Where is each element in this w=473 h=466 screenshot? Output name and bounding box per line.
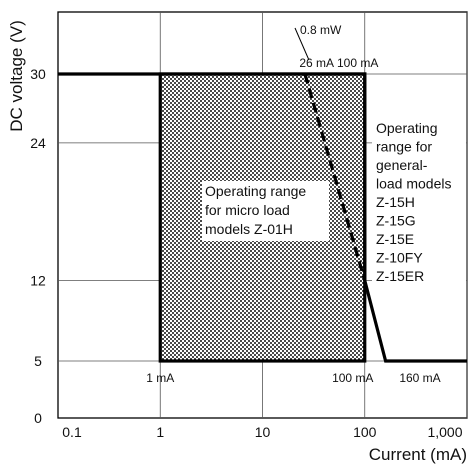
lines-layer [58,27,467,363]
general-load-label-line: Z-15ER [376,268,424,284]
y-tick-label: 5 [34,353,42,369]
micro-load-label-line: models Z-01H [205,221,293,237]
general-label-bg [372,118,466,288]
y-tick-label: 24 [30,135,46,151]
x-tick-label: 1 [156,424,164,440]
general-load-label-line: range for [376,139,432,155]
x-axis-label: Current (mA) [369,445,467,464]
micro-load-label-line: for micro load [205,202,290,218]
micro-load-label-line: Operating range [205,183,306,199]
annotation-100ma-top: 100 mA [337,56,378,70]
general-load-label-line: Z-15H [376,194,415,210]
annotation-26ma: 26 mA [299,56,334,70]
general-load-label-line: Operating [376,120,437,136]
annotation-160ma: 160 mA [399,371,440,385]
micro-label-bg [202,181,329,241]
x-tick-label: 1,000 [427,424,462,440]
x-tick-label: 10 [255,424,271,440]
annotation-100ma-bottom: 100 mA [332,371,373,385]
power-limit-leader [294,27,310,61]
annotation-1ma: 1 mA [146,371,174,385]
y-tick-label: 0 [34,410,42,426]
general-load-label-line: Z-10FY [376,250,423,266]
y-axis-label: DC voltage (V) [7,20,26,131]
power-limit-label: 0.8 mW [300,23,342,37]
x-tick-label: 100 [353,424,377,440]
general-load-label-line: general- [376,157,428,173]
power-limit-curve [303,73,367,282]
y-tick-label: 30 [30,66,46,82]
general-load-label-line: load models [376,176,452,192]
general-load-label-line: Z-15E [376,231,414,247]
general-load-label-line: Z-15G [376,213,416,229]
x-tick-label: 0.1 [62,424,82,440]
y-tick-label: 12 [30,273,46,289]
